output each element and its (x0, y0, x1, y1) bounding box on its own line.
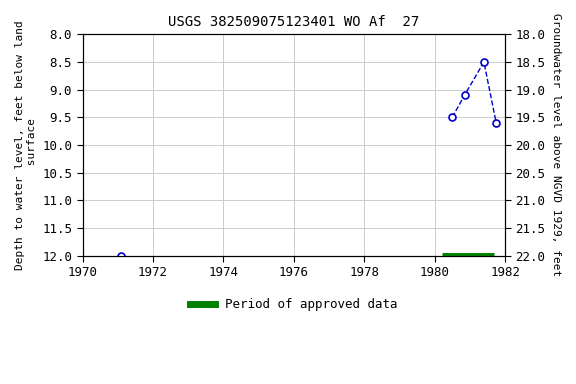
Y-axis label: Groundwater level above NGVD 1929, feet: Groundwater level above NGVD 1929, feet (551, 13, 561, 277)
Legend: Period of approved data: Period of approved data (185, 293, 403, 316)
Title: USGS 382509075123401 WO Af  27: USGS 382509075123401 WO Af 27 (168, 15, 419, 29)
Y-axis label: Depth to water level, feet below land
 surface: Depth to water level, feet below land su… (15, 20, 37, 270)
